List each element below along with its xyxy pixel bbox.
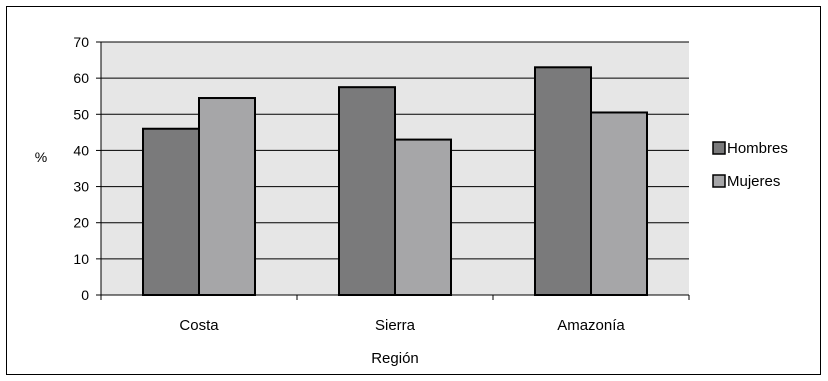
chart-frame: 0 10 20 30 40 50 60 70 Costa Sierra Amazonía % Re… bbox=[6, 6, 821, 375]
y-tick-label: 50 bbox=[73, 106, 89, 122]
legend-label-hombres: Hombres bbox=[727, 140, 788, 157]
bars bbox=[142, 66, 648, 297]
bar-mujeres-sierra bbox=[394, 138, 452, 296]
y-tick-label: 70 bbox=[73, 34, 89, 50]
legend-label-mujeres: Mujeres bbox=[727, 173, 780, 190]
y-tick-label: 40 bbox=[73, 142, 89, 158]
bar-mujeres-amazonía bbox=[590, 111, 648, 296]
y-tick-label: 60 bbox=[73, 70, 89, 86]
bar-mujeres-costa bbox=[198, 97, 256, 297]
y-tick-label: 10 bbox=[73, 251, 89, 267]
bar-hombres-costa bbox=[142, 127, 200, 296]
y-tick-label: 20 bbox=[73, 215, 89, 231]
x-axis-label: Región bbox=[371, 350, 419, 367]
y-tick-label: 30 bbox=[73, 179, 89, 195]
x-tick-label: Amazonía bbox=[557, 317, 625, 334]
legend: Hombres Mujeres bbox=[712, 140, 788, 190]
bar-hombres-amazonía bbox=[534, 66, 592, 296]
y-tick-labels: 0 10 20 30 40 50 60 70 bbox=[73, 34, 89, 303]
x-tick-label: Costa bbox=[179, 317, 219, 334]
legend-swatch-hombres bbox=[712, 141, 726, 155]
bar-hombres-sierra bbox=[338, 86, 396, 296]
bar-chart: 0 10 20 30 40 50 60 70 Costa Sierra Amazonía % Re… bbox=[35, 34, 788, 367]
axes bbox=[96, 41, 690, 300]
x-tick-labels: Costa Sierra Amazonía bbox=[179, 317, 625, 334]
x-tick-label: Sierra bbox=[375, 317, 416, 334]
y-tick-label: 0 bbox=[81, 287, 89, 303]
legend-swatch-mujeres bbox=[712, 174, 726, 188]
y-axis-label: % bbox=[35, 149, 47, 165]
